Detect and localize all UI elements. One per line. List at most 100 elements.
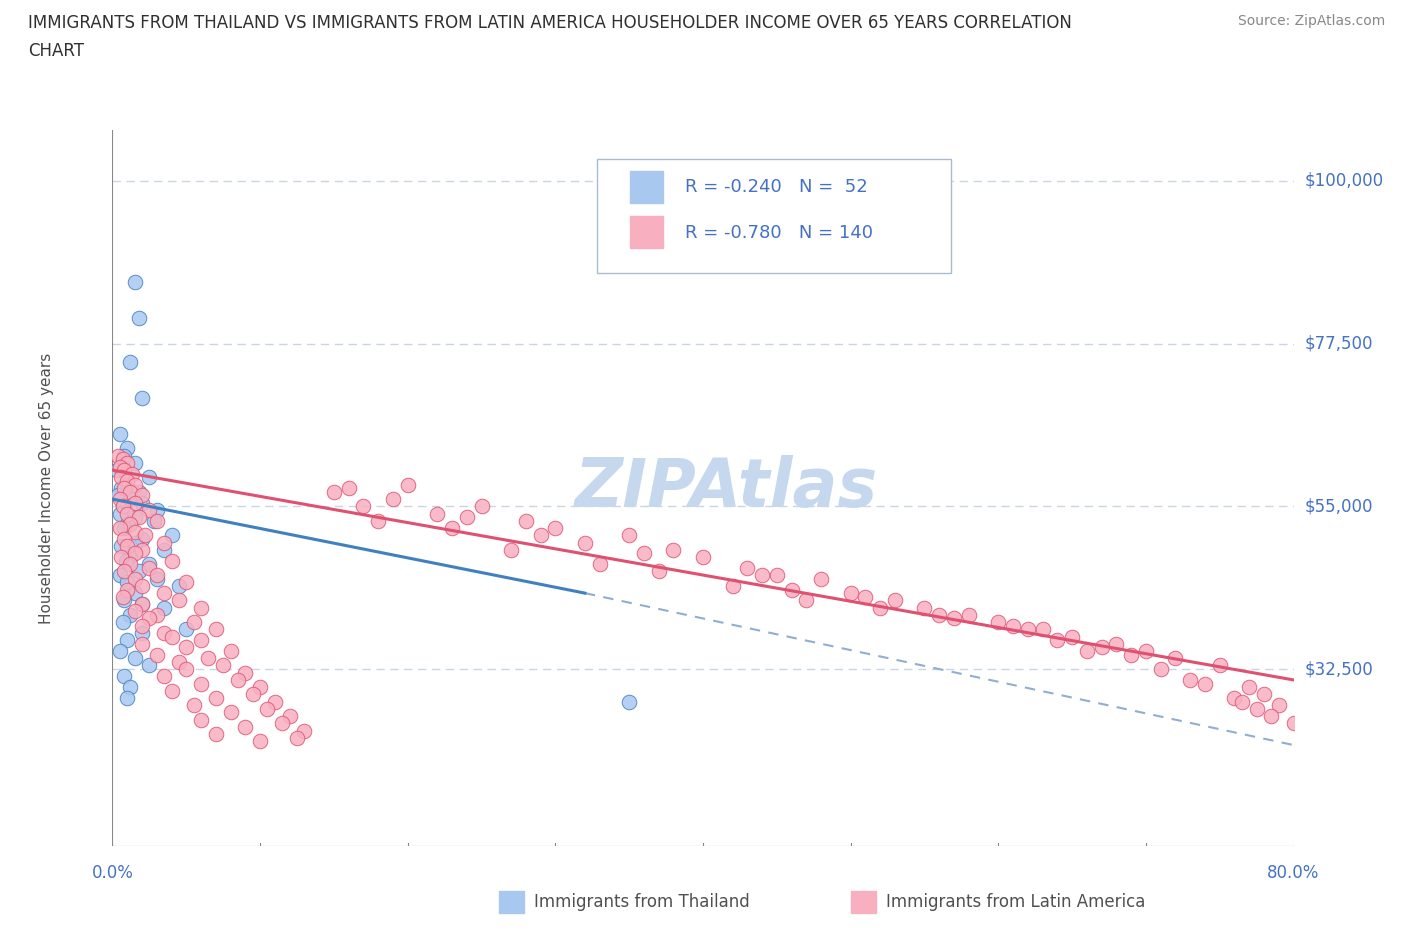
Point — [108, 567, 131, 582]
Point — [112, 448, 135, 463]
Point — [190, 600, 212, 615]
Point — [662, 542, 685, 557]
Point — [108, 459, 131, 474]
Text: IMMIGRANTS FROM THAILAND VS IMMIGRANTS FROM LATIN AMERICA HOUSEHOLDER INCOME OVE: IMMIGRANTS FROM THAILAND VS IMMIGRANTS F… — [28, 14, 1071, 32]
Point — [111, 590, 134, 604]
Point — [190, 676, 212, 691]
Point — [796, 593, 818, 608]
Point — [124, 546, 146, 561]
Point — [146, 567, 169, 582]
Point — [174, 622, 197, 637]
Point — [501, 542, 523, 557]
Point — [1076, 644, 1098, 658]
Point — [120, 485, 142, 499]
Point — [633, 546, 655, 561]
Point — [1194, 676, 1216, 691]
Text: Immigrants from Latin America: Immigrants from Latin America — [886, 893, 1144, 911]
Bar — [630, 171, 662, 204]
Point — [1017, 622, 1039, 637]
Point — [124, 586, 146, 601]
Point — [105, 463, 128, 478]
Point — [160, 528, 183, 543]
Point — [108, 492, 131, 507]
Point — [190, 632, 212, 647]
Point — [117, 691, 138, 706]
Point — [120, 680, 142, 695]
Bar — [630, 216, 662, 248]
Point — [146, 607, 169, 622]
Point — [352, 498, 374, 513]
Point — [470, 498, 494, 513]
Point — [112, 531, 135, 546]
Point — [1046, 632, 1069, 647]
Point — [1150, 661, 1173, 676]
Point — [142, 513, 165, 528]
Point — [1091, 640, 1114, 655]
Point — [120, 607, 142, 622]
Point — [153, 626, 176, 641]
Point — [108, 506, 131, 521]
FancyBboxPatch shape — [596, 159, 950, 273]
Point — [153, 542, 176, 557]
Point — [226, 672, 249, 687]
Point — [131, 391, 153, 405]
Point — [124, 510, 146, 525]
Point — [367, 513, 389, 528]
Point — [111, 498, 134, 513]
Point — [914, 600, 936, 615]
Point — [124, 477, 146, 492]
Point — [942, 611, 965, 626]
Point — [128, 311, 150, 325]
Point — [160, 553, 183, 568]
Point — [278, 709, 301, 724]
Point — [112, 564, 135, 578]
Point — [884, 593, 907, 608]
Point — [183, 615, 205, 630]
Point — [721, 578, 744, 593]
Point — [1062, 629, 1084, 644]
Text: R = -0.240   N =  52: R = -0.240 N = 52 — [685, 179, 868, 196]
Point — [131, 626, 153, 641]
Point — [124, 535, 146, 550]
Point — [426, 506, 449, 521]
Point — [124, 496, 146, 511]
Point — [112, 463, 135, 478]
Point — [117, 477, 138, 492]
Text: $77,500: $77,500 — [1305, 335, 1374, 352]
Point — [233, 665, 256, 680]
Point — [153, 600, 176, 615]
Point — [1282, 716, 1305, 731]
Point — [1135, 644, 1157, 658]
Point — [855, 590, 877, 604]
Text: $100,000: $100,000 — [1305, 172, 1384, 190]
Point — [146, 647, 169, 662]
Point — [810, 571, 832, 586]
Point — [647, 564, 671, 578]
Point — [160, 629, 183, 644]
Point — [839, 586, 862, 601]
Point — [117, 456, 138, 471]
Point — [619, 528, 641, 543]
Text: R = -0.780   N = 140: R = -0.780 N = 140 — [685, 223, 873, 242]
Point — [112, 593, 135, 608]
Point — [138, 470, 160, 485]
Point — [456, 510, 478, 525]
Point — [1032, 622, 1054, 637]
Point — [1223, 691, 1246, 706]
Point — [138, 502, 160, 517]
Point — [120, 492, 142, 507]
Point — [167, 578, 190, 593]
Point — [271, 716, 294, 731]
Text: Source: ZipAtlas.com: Source: ZipAtlas.com — [1237, 14, 1385, 28]
Point — [110, 481, 132, 496]
Point — [120, 557, 142, 572]
Point — [110, 538, 132, 553]
Point — [515, 513, 537, 528]
Point — [1164, 651, 1187, 666]
Point — [111, 452, 134, 467]
Point — [1239, 680, 1261, 695]
Point — [264, 694, 287, 709]
Point — [117, 506, 138, 521]
Point — [117, 575, 138, 590]
Point — [138, 561, 160, 576]
